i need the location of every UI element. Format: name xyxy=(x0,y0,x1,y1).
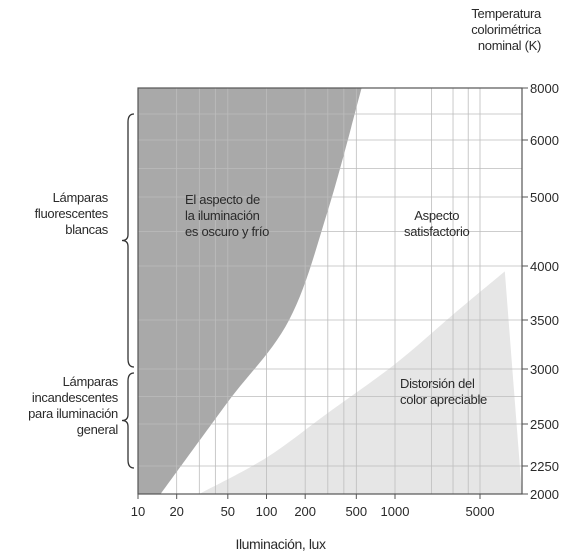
left-group-fluorescent-line-1: Lámparas xyxy=(52,190,109,205)
x-tick-label: 20 xyxy=(169,504,183,519)
x-tick-label: 10 xyxy=(131,504,145,519)
x-tick-label: 500 xyxy=(345,504,367,519)
right-axis-title: Temperatura colorimétrica nominal (K) xyxy=(441,6,541,54)
x-tick-label: 50 xyxy=(221,504,235,519)
y-tick-label: 2250 xyxy=(530,459,559,474)
y-tick-label: 2500 xyxy=(530,417,559,432)
y-tick-label: 8000 xyxy=(530,81,559,96)
x-axis-title: Iluminación, lux xyxy=(235,536,326,552)
y-tick-label: 4000 xyxy=(530,259,559,274)
left-group-incandescent-label: Lámparas incandescentes para iluminación… xyxy=(28,374,118,438)
right-axis-title-line-3: nominal (K) xyxy=(477,38,541,53)
region-label-color-distortion-line-1: Distorsión del xyxy=(400,376,475,391)
brace-fluorescent xyxy=(121,113,135,368)
region-label-satisfactory-line-1: Aspecto xyxy=(414,208,460,223)
region-label-color-distortion: Distorsión del color apreciable xyxy=(400,376,487,408)
y-tick-label: 6000 xyxy=(530,133,559,148)
region-dark-cold xyxy=(138,88,362,494)
left-group-incandescent-line-3: para iluminación xyxy=(28,406,118,421)
left-group-incandescent-line-4: general xyxy=(76,422,119,437)
region-label-dark-cold-line-1: El aspecto de xyxy=(185,192,260,207)
region-label-dark-cold-line-3: es oscuro y frío xyxy=(185,224,270,239)
left-group-fluorescent-label: Lámparas fluorescentes blancas xyxy=(18,190,109,238)
x-tick-label: 5000 xyxy=(466,504,495,519)
right-axis-title-line-1: Temperatura xyxy=(471,6,541,21)
y-tick-label: 3500 xyxy=(530,313,559,328)
y-tick-label: 3000 xyxy=(530,362,559,377)
region-label-satisfactory-line-2: satisfactorio xyxy=(404,224,470,239)
region-label-satisfactory: Aspecto satisfactorio xyxy=(404,208,470,240)
plot-frame xyxy=(137,87,523,495)
region-color-distortion xyxy=(199,271,522,494)
left-group-incandescent-line-1: Lámparas xyxy=(62,374,119,389)
left-group-incandescent-line-2: incandescentes xyxy=(31,390,118,405)
x-tick-label: 100 xyxy=(256,504,278,519)
region-label-dark-cold-line-2: la iluminación xyxy=(185,208,260,223)
left-group-fluorescent-line-3: blancas xyxy=(65,222,108,237)
region-label-dark-cold: El aspecto de la iluminación es oscuro y… xyxy=(185,192,269,240)
x-tick-label: 1000 xyxy=(381,504,410,519)
right-axis-title-line-2: colorimétrica xyxy=(471,22,541,37)
brace-incandescent xyxy=(121,372,135,469)
y-tick-label: 5000 xyxy=(530,190,559,205)
region-label-color-distortion-line-2: color apreciable xyxy=(400,392,487,407)
y-tick-label: 2000 xyxy=(530,487,559,502)
x-tick-label: 200 xyxy=(294,504,316,519)
plot-layer: 10 20 50 100 200 500 1000 5000 2000 2250 2500 3000 3… xyxy=(121,81,559,519)
left-group-fluorescent-line-2: fluorescentes xyxy=(34,206,109,221)
